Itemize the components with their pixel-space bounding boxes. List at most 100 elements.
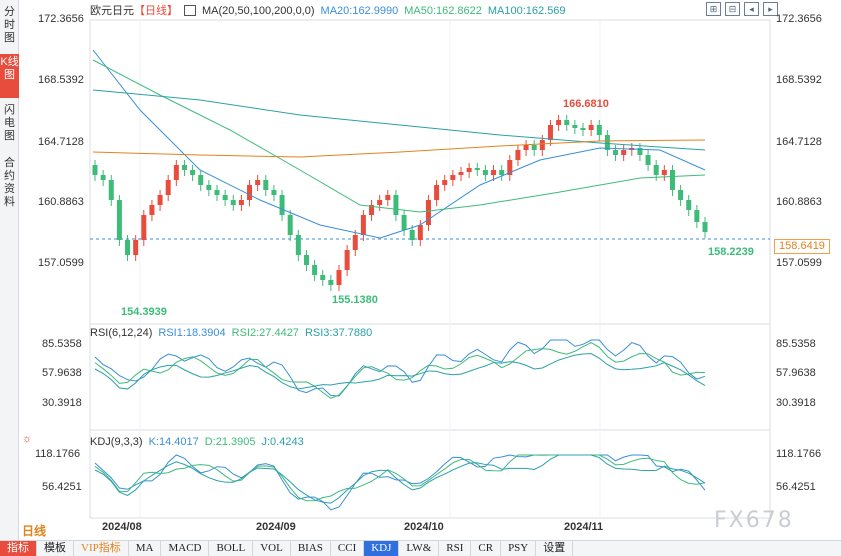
candle-body-8 xyxy=(157,195,163,205)
kdj-label-right-1: 118.1766 xyxy=(776,448,822,460)
candle-body-54 xyxy=(531,145,537,150)
date-label-nov: 2024/11 xyxy=(564,521,604,533)
candle-body-53 xyxy=(523,145,529,150)
kdj-k-line xyxy=(94,454,706,511)
candle-body-40 xyxy=(417,225,423,240)
candle-body-31 xyxy=(344,250,350,270)
kdj-label-left-2: 56.4251 xyxy=(42,481,82,493)
rsi-panel-frame xyxy=(89,323,771,431)
price-label-left-3: 164.7128 xyxy=(38,136,84,148)
indicator-tab-11[interactable]: RSI xyxy=(439,541,472,556)
rsi1-line xyxy=(94,339,706,397)
kdj-label-right-2: 56.4251 xyxy=(776,481,816,493)
candle-body-18 xyxy=(238,200,244,205)
side-tab-bar: 分时图 K线图 闪电图 合约资料 xyxy=(0,0,19,540)
indicator-tab-8[interactable]: CCI xyxy=(331,541,365,556)
candle-body-2 xyxy=(108,180,114,200)
rsi-label-right-1: 85.5358 xyxy=(776,338,816,350)
candle-body-24 xyxy=(287,215,293,235)
price-label-left-4: 160.8863 xyxy=(38,196,84,208)
scroll-left-icon[interactable]: ◂ xyxy=(744,2,759,16)
rsi3-value: RSI3:37.7880 xyxy=(304,327,373,339)
indicator-tab-7[interactable]: BIAS xyxy=(291,541,331,556)
candle-body-73 xyxy=(686,200,692,210)
candle-body-64 xyxy=(613,150,619,155)
candle-body-23 xyxy=(279,195,285,215)
candle-body-60 xyxy=(580,128,586,130)
indicator-tab-0[interactable]: 指标 xyxy=(0,541,37,556)
candle-body-71 xyxy=(669,170,675,190)
indicator-tab-5[interactable]: BOLL xyxy=(209,541,254,556)
candle-body-36 xyxy=(385,195,391,200)
ma100-line xyxy=(92,89,706,151)
candle-body-26 xyxy=(303,255,309,265)
candle-body-7 xyxy=(149,205,155,215)
ma200-line xyxy=(92,139,706,158)
date-label-aug: 2024/08 xyxy=(102,521,142,533)
tab-contract-info[interactable]: 合约资料 xyxy=(4,157,15,208)
candle-body-45 xyxy=(458,172,464,175)
candle-body-37 xyxy=(393,195,399,215)
period-tag: 【日线】 xyxy=(134,5,178,17)
settings-sun-icon[interactable]: ☼ xyxy=(22,433,33,445)
indicator-tab-1[interactable]: 模板 xyxy=(37,541,74,556)
chart-canvas[interactable] xyxy=(0,0,841,540)
candle-body-47 xyxy=(474,168,480,170)
tab-time-chart[interactable]: 分时图 xyxy=(4,6,15,44)
watermark-logo: FX678 xyxy=(714,508,794,533)
rsi-label-right-3: 30.3918 xyxy=(776,397,816,409)
candle-body-29 xyxy=(328,280,334,285)
indicator-tab-14[interactable]: 设置 xyxy=(536,541,574,556)
candle-body-0 xyxy=(92,165,98,175)
candle-body-51 xyxy=(507,160,513,175)
rsi1-value: RSI1:18.3904 xyxy=(158,327,226,339)
kdj-d-value: D:21.3905 xyxy=(204,436,256,448)
candle-body-65 xyxy=(621,150,627,155)
candle-body-61 xyxy=(588,125,594,130)
candle-body-28 xyxy=(320,275,326,280)
candle-body-35 xyxy=(377,200,383,205)
kdj-panel-frame xyxy=(89,429,771,519)
date-label-sep: 2024/09 xyxy=(256,521,296,533)
candle-body-57 xyxy=(556,120,562,125)
candle-body-75 xyxy=(702,222,708,232)
candle-body-49 xyxy=(491,170,497,175)
candle-body-68 xyxy=(645,155,651,165)
indicator-tab-9[interactable]: KDJ xyxy=(364,541,400,556)
indicator-tab-12[interactable]: CR xyxy=(471,541,502,556)
indicator-tab-3[interactable]: MA xyxy=(129,541,162,556)
candle-body-11 xyxy=(181,165,187,170)
indicator-tab-2[interactable]: VIP指标 xyxy=(74,541,129,556)
indicator-tab-10[interactable]: LW& xyxy=(399,541,440,556)
kdj-j-line xyxy=(94,454,706,504)
ma20-line xyxy=(92,49,706,239)
candle-body-41 xyxy=(425,200,431,225)
candle-body-52 xyxy=(515,150,521,160)
rsi-header: RSI(6,12,24) RSI1:18.3904 RSI2:27.4427 RSI3… xyxy=(90,327,378,339)
indicator-tab-6[interactable]: VOL xyxy=(253,541,291,556)
candle-body-63 xyxy=(604,135,610,150)
zoom-in-icon[interactable]: ⊞ xyxy=(706,2,721,16)
kdj-label-left-1: 118.1766 xyxy=(35,448,81,460)
indicator-tab-13[interactable]: PSY xyxy=(501,541,537,556)
date-label-oct: 2024/10 xyxy=(404,521,444,533)
indicator-tab-4[interactable]: MACD xyxy=(161,541,210,556)
period-label[interactable]: 日线 xyxy=(22,524,47,538)
candle-body-55 xyxy=(539,140,545,150)
ma50-value: MA50:162.8622 xyxy=(404,5,482,17)
candle-body-39 xyxy=(409,230,415,240)
kdj-d-line xyxy=(94,454,706,502)
kdj-header: KDJ(9,3,3) K:14.4017 D:21.3905 J:0.4243 xyxy=(90,436,310,448)
tab-kline-chart[interactable]: K线图 xyxy=(0,54,19,98)
candle-body-1 xyxy=(100,175,106,180)
price-label-right-5: 157.0599 xyxy=(776,257,822,269)
kline-icon[interactable] xyxy=(184,5,196,16)
tab-flash-chart[interactable]: 闪电图 xyxy=(4,104,15,142)
candle-body-30 xyxy=(336,270,342,285)
scroll-right-icon[interactable]: ▸ xyxy=(763,2,778,16)
chart-header: 欧元日元【日线】 MA(20,50,100,200,0,0) MA20:162.99… xyxy=(90,2,572,18)
zoom-out-icon[interactable]: ⊟ xyxy=(725,2,740,16)
current-price-tag: 158.6419 xyxy=(774,239,830,254)
candle-body-14 xyxy=(206,185,212,190)
rsi3-line xyxy=(94,353,706,390)
